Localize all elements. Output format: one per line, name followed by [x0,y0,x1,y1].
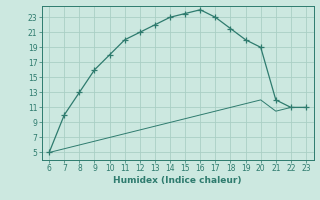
X-axis label: Humidex (Indice chaleur): Humidex (Indice chaleur) [113,176,242,185]
